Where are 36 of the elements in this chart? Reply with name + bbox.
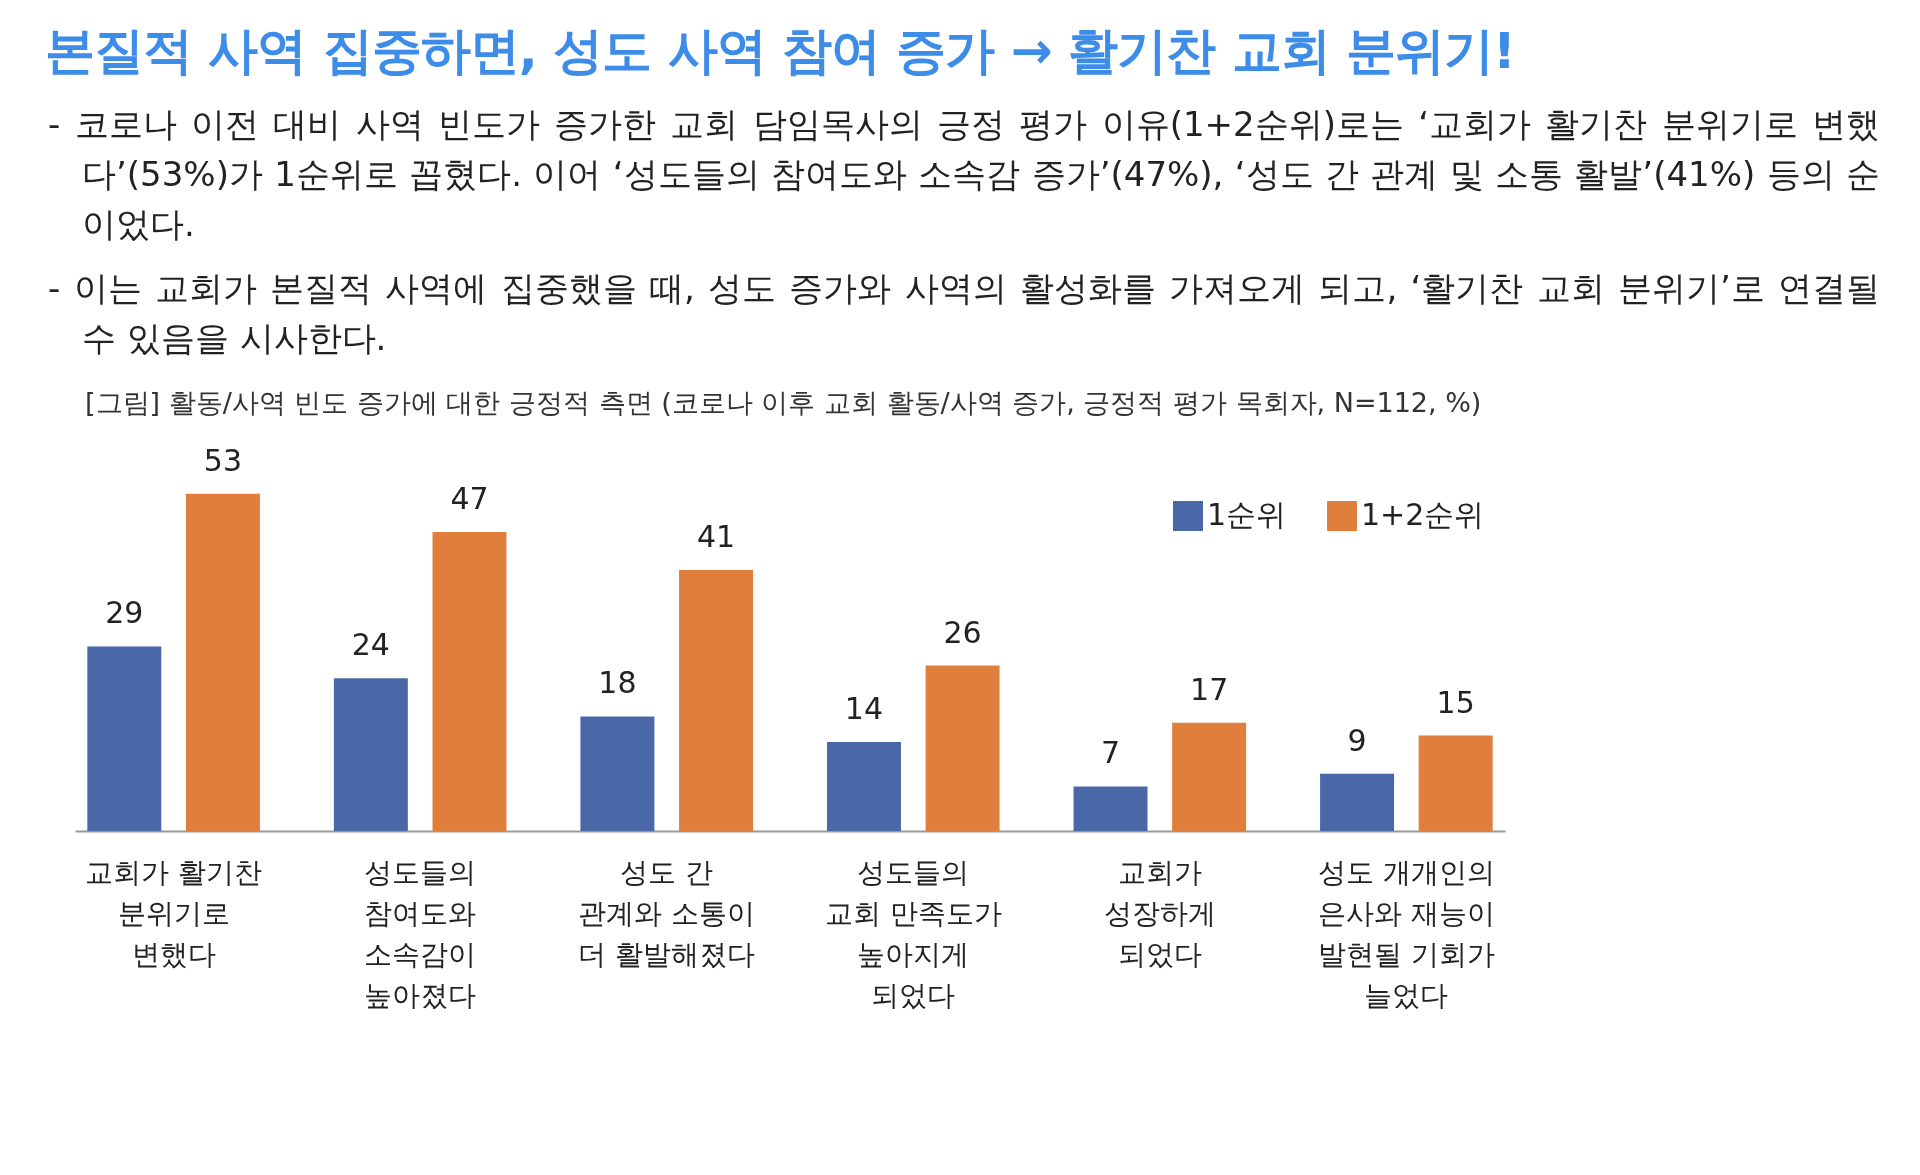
- data-label: 14: [844, 690, 884, 726]
- data-label: 24: [351, 627, 390, 663]
- data-label: 7: [1100, 735, 1121, 771]
- text: - 코로나 이전 대비 사역 빈도가 증가한 교회 담임목사의 긍정 평가 이유(1+2순위)로는 ‘교회가 활기찬 분위기로 변했다’(53%)가 1순위로 꼽혔다. 이어 ‘성도들의 참여도와 소속감 증가’(47%), ‘성도 간 관계 및 소통 활발’(41%) 등의 순이었다.: [48, 103, 1880, 246]
- bar: [1418, 735, 1493, 831]
- x-tick-label: 성도들의 교회 만족도가 높아지게 되었다: [824, 855, 1002, 1012]
- data-label: 17: [1190, 671, 1229, 707]
- chart-title: 본질적 사역 집중하면, 성도 사역 참여 증가 → 활기찬 교회 분위기!: [45, 21, 1516, 82]
- bar: [87, 646, 162, 831]
- x-tick-label: 교회가 활기찬 분위기로 변했다: [85, 855, 263, 971]
- x-tick-label: 성도들의 참여도와 소속감이 높아졌다: [364, 855, 477, 1012]
- data-label: 53: [203, 442, 243, 478]
- legend-label: 1순위: [1207, 497, 1287, 532]
- text: [그림] 활동/사역 빈도 증가에 대한 긍정적 측면 (코로나 이후 교회 활동/사역 증가, 긍정적 평가 목회자, N=112, %): [85, 386, 1483, 420]
- data-label: 18: [598, 665, 637, 701]
- bar: [432, 531, 507, 831]
- bar: [1320, 773, 1395, 831]
- bar: [925, 665, 1000, 831]
- data-label: 15: [1436, 684, 1475, 720]
- bar: [1172, 722, 1247, 831]
- bar: [679, 570, 754, 831]
- data-label: 26: [943, 614, 982, 650]
- bar: [580, 716, 655, 831]
- data-label: 47: [450, 480, 489, 516]
- data-label: 9: [1347, 722, 1367, 758]
- bar: [333, 678, 408, 831]
- bar: [185, 493, 260, 831]
- bar: [826, 741, 901, 831]
- data-label: 41: [696, 519, 736, 555]
- x-tick-label: 성도 간 관계와 소통이 더 활발해졌다: [578, 855, 756, 971]
- x-tick-label: 성도 개개인의 은사와 재능이 발현될 기회가 늘었다: [1317, 855, 1495, 1012]
- data-label: 29: [105, 595, 144, 631]
- text: - 이는 교회가 본질적 사역에 집중했을 때, 성도 증가와 사역의 활성화를 가져오게 되고, ‘활기찬 교회 분위기’로 연결될 수 있음을 시사한다.: [48, 267, 1880, 360]
- x-tick-label: 교회가 성장하게 되었다: [1103, 855, 1216, 971]
- legend-label: 1+2순위: [1361, 497, 1485, 532]
- bar: [1073, 786, 1148, 831]
